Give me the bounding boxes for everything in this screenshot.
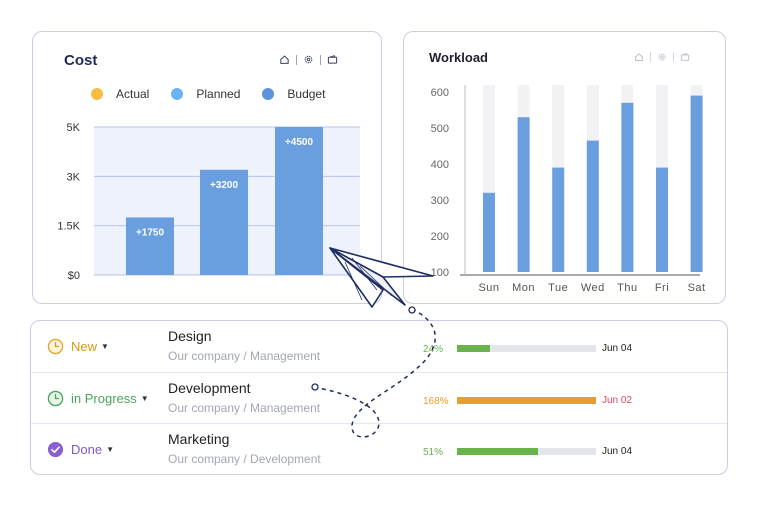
cost-data-label: +1750 (136, 227, 165, 238)
legend-label: Budget (287, 87, 326, 101)
progress-bar (457, 448, 596, 455)
cost-y-tick-label: 5K (67, 122, 81, 134)
workload-card: Workload (403, 31, 726, 304)
caret-down-icon: ▼ (140, 394, 149, 403)
wallet-icon[interactable] (327, 54, 338, 65)
workload-x-tick-label: Tue (548, 282, 568, 294)
status-label: Done (71, 442, 103, 457)
due-date: Jun 04 (602, 446, 633, 457)
progress-percent: 168% (423, 396, 449, 407)
workload-y-tick-label: 400 (431, 159, 449, 171)
progress-bar (457, 345, 596, 352)
workload-x-tick-label: Thu (617, 282, 637, 294)
cost-bar (200, 169, 248, 275)
progress-fill (457, 448, 538, 455)
workload-y-tick-label: 100 (431, 267, 449, 279)
caret-down-icon: ▼ (101, 342, 109, 351)
cost-toolbar (279, 54, 338, 65)
workload-x-tick-label: Mon (512, 282, 535, 294)
workload-x-tick-label: Sat (688, 282, 706, 294)
cost-data-label: +4500 (285, 137, 314, 148)
cost-bar (275, 127, 323, 275)
progress-fill (457, 397, 596, 404)
workload-bar (690, 95, 703, 272)
legend-item-actual: Actual (91, 87, 149, 101)
status-label: in Progress (71, 391, 137, 406)
workload-y-tick-label: 300 (431, 195, 449, 207)
cost-bar (126, 217, 174, 275)
progress-fill (457, 345, 491, 352)
toolbar-separator (320, 54, 321, 65)
task-row[interactable]: New ▼ Design Our company / Management 24… (31, 321, 727, 372)
legend-label: Actual (116, 87, 150, 101)
cost-y-tick-label: 1.5K (57, 221, 80, 233)
cost-y-tick-label: $0 (68, 270, 80, 282)
status-label: New (71, 339, 98, 354)
cost-legend: Actual Planned Budget (91, 87, 347, 101)
cost-y-tick-label: 3K (67, 171, 81, 183)
toolbar-separator (296, 54, 297, 65)
gear-icon[interactable] (657, 52, 667, 62)
clock-icon (47, 338, 64, 355)
caret-down-icon: ▼ (106, 445, 114, 454)
task-path: Our company / Management (168, 401, 321, 415)
task-name[interactable]: Design (168, 328, 212, 344)
workload-x-tick-label: Sun (478, 282, 499, 294)
legend-dot (262, 88, 275, 100)
progress-bar (457, 397, 596, 404)
home-icon[interactable] (634, 52, 644, 62)
workload-y-tick-label: 600 (431, 87, 449, 99)
status-dropdown[interactable]: New ▼ (47, 338, 109, 355)
task-name[interactable]: Marketing (168, 431, 230, 447)
workload-bar (552, 167, 565, 272)
workload-bar (483, 192, 495, 272)
workload-y-tick-label: 200 (431, 231, 449, 243)
workload-bar (586, 140, 599, 272)
due-date: Jun 04 (602, 343, 633, 354)
task-name[interactable]: Development (168, 380, 251, 396)
cost-data-label: +3200 (210, 180, 239, 191)
due-date: Jun 02 (602, 395, 633, 406)
legend-label: Planned (196, 87, 241, 101)
legend-item-planned: Planned (171, 87, 240, 101)
tasks-card: New ▼ Design Our company / Management 24… (30, 320, 728, 475)
workload-y-tick-label: 500 (431, 123, 449, 135)
task-path: Our company / Development (168, 452, 321, 466)
status-dropdown[interactable]: Done ▼ (47, 441, 114, 458)
cost-title: Cost (64, 52, 98, 69)
workload-bar (517, 117, 530, 272)
legend-dot (91, 88, 103, 100)
progress-percent: 24% (423, 344, 444, 355)
progress-percent: 51% (423, 447, 444, 458)
wallet-icon[interactable] (680, 52, 690, 62)
clock-icon (47, 390, 64, 407)
workload-toolbar (634, 52, 690, 62)
workload-bar (621, 102, 634, 272)
task-row[interactable]: Done ▼ Marketing Our company / Developme… (31, 423, 727, 474)
status-dropdown[interactable]: in Progress ▼ (47, 390, 149, 407)
legend-item-budget: Budget (262, 87, 325, 101)
workload-bar (656, 167, 668, 272)
legend-dot (171, 88, 184, 100)
home-icon[interactable] (279, 54, 290, 65)
task-path: Our company / Management (168, 349, 321, 363)
gear-icon[interactable] (303, 54, 314, 65)
toolbar-separator (673, 52, 674, 62)
task-row[interactable]: in Progress ▼ Development Our company / … (31, 372, 727, 423)
workload-title: Workload (429, 50, 488, 65)
toolbar-separator (650, 52, 651, 62)
check-circle-icon (47, 441, 64, 458)
workload-x-tick-label: Wed (581, 282, 605, 294)
workload-x-tick-label: Fri (655, 282, 669, 294)
